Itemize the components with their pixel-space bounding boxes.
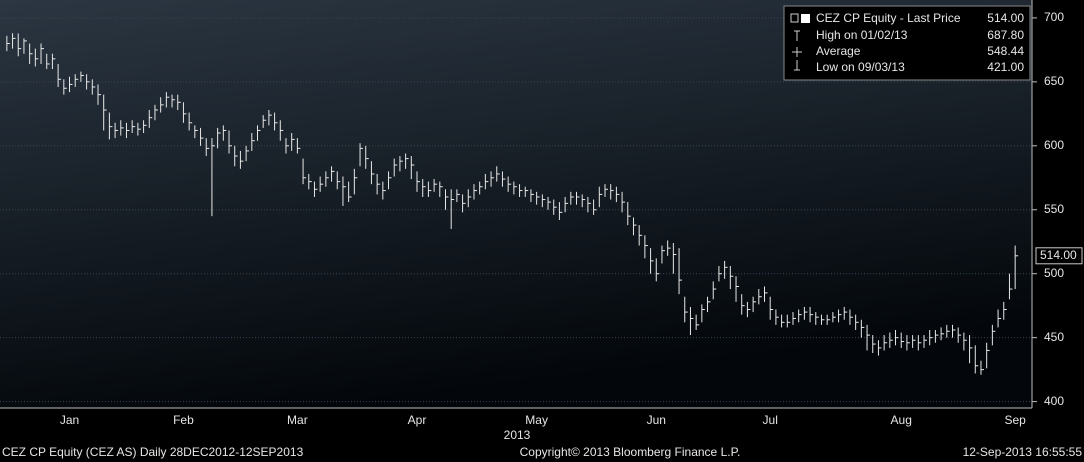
legend-icon [790, 13, 799, 23]
legend-name: Low on 09/03/13 [816, 60, 905, 74]
legend-name: Average [816, 44, 861, 58]
x-tick-label: Sep [1004, 413, 1026, 427]
last-price-tag [1035, 247, 1083, 265]
legend-icon [794, 30, 800, 41]
y-tick-label: 550 [1044, 202, 1064, 216]
x-tick-label: May [525, 413, 548, 427]
x-tick-label: Jul [763, 413, 778, 427]
y-tick-label: 450 [1044, 330, 1064, 344]
legend-name: CEZ CP Equity - Last Price [816, 11, 961, 25]
x-tick-label: Aug [891, 413, 912, 427]
last-price-label: 514.00 [1040, 248, 1077, 262]
y-tick-label: 650 [1044, 74, 1064, 88]
y-tick-label: 500 [1044, 266, 1064, 280]
y-tick-label: 400 [1044, 394, 1064, 408]
y-tick-label: 600 [1044, 138, 1064, 152]
legend-value: 687.80 [987, 28, 1024, 42]
footer-center: Copyright© 2013 Bloomberg Finance L.P. [520, 445, 741, 459]
bars [0, 17, 1032, 403]
x-tick-label: Feb [173, 413, 194, 427]
x-tick-label: Jan [60, 413, 79, 427]
x-tick-label: Jun [647, 413, 666, 427]
legend-icon [794, 60, 800, 71]
legend-icon [792, 47, 802, 57]
legend-value: 548.44 [987, 44, 1024, 58]
x-axis-label: 2013 [504, 428, 531, 442]
legend-box [783, 5, 1031, 81]
y-tick-label: 700 [1044, 10, 1064, 24]
x-tick-label: Apr [408, 413, 427, 427]
legend-value: 514.00 [987, 11, 1024, 25]
legend-swatch [801, 14, 810, 23]
legend-name: High on 01/02/13 [816, 28, 908, 42]
legend-value: 421.00 [987, 60, 1024, 74]
footer-left: CEZ CP Equity (CEZ AS) Daily 28DEC2012-1… [2, 445, 304, 459]
x-tick-label: Mar [287, 413, 308, 427]
footer-right: 12-Sep-2013 16:55:55 [963, 445, 1083, 459]
